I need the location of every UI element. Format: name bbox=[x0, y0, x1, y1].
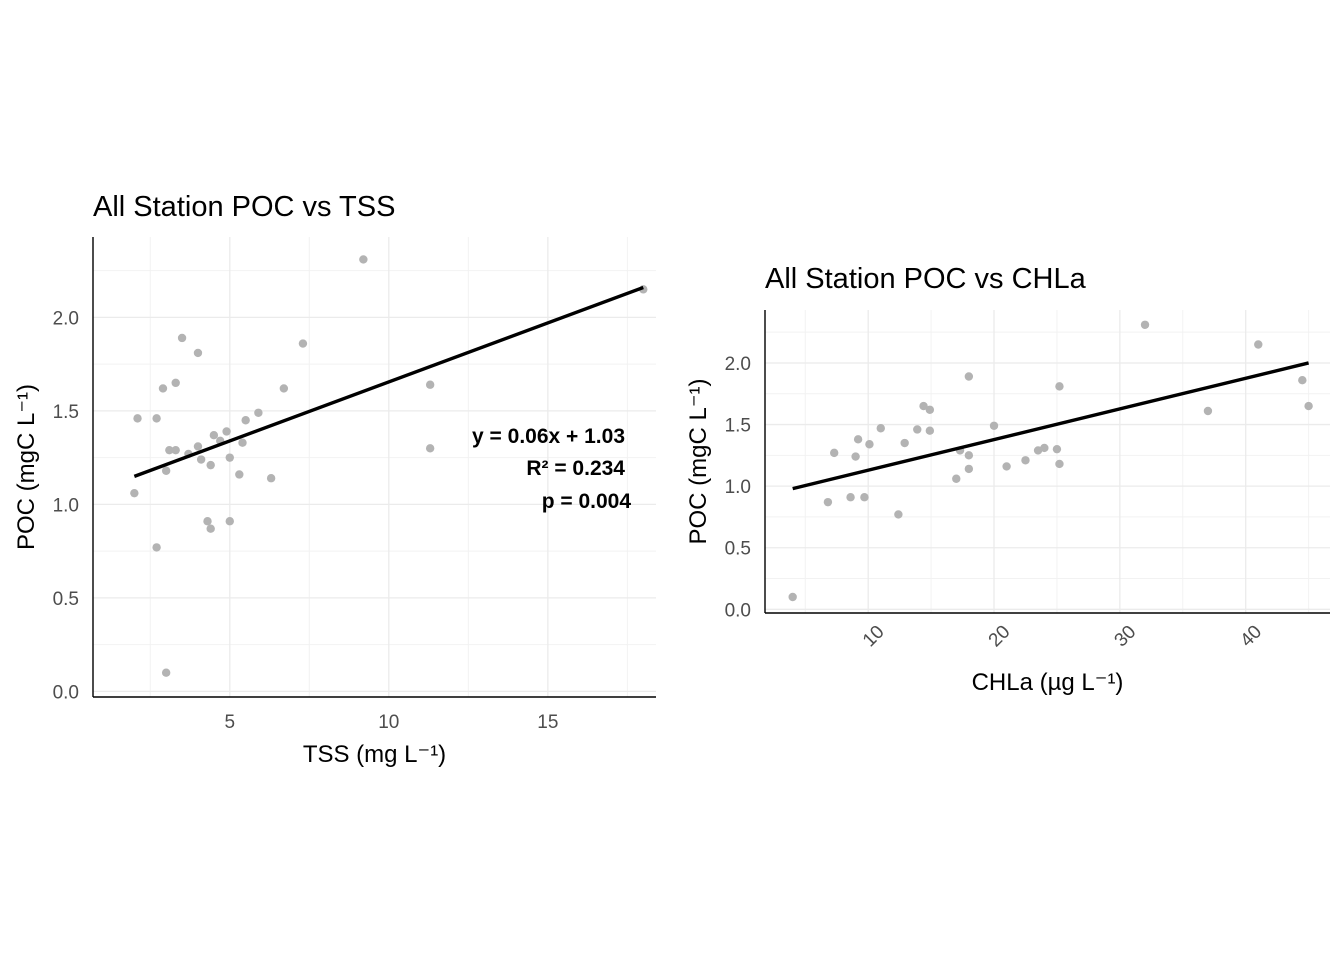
y-tick-label: 1.5 bbox=[725, 416, 751, 437]
data-point bbox=[298, 339, 308, 348]
data-point bbox=[853, 435, 863, 444]
y-axis-title: POC (mgC L⁻¹) bbox=[685, 378, 712, 544]
data-point bbox=[919, 401, 928, 411]
data-point bbox=[823, 497, 833, 507]
data-point bbox=[225, 517, 234, 526]
y-tick-label: 0.5 bbox=[53, 589, 79, 610]
data-point bbox=[177, 333, 187, 343]
data-point bbox=[851, 452, 860, 461]
data-point bbox=[1021, 456, 1030, 465]
data-point bbox=[425, 444, 435, 453]
data-point bbox=[952, 474, 961, 483]
data-point bbox=[788, 592, 797, 602]
regression-line bbox=[133, 285, 644, 478]
data-point bbox=[1298, 376, 1307, 385]
x-tick-label: 5 bbox=[224, 712, 235, 733]
chart-title: All Station POC vs TSS bbox=[93, 191, 395, 223]
x-tick-label: 10 bbox=[378, 712, 399, 733]
data-point bbox=[925, 426, 935, 435]
x-tick-label: 40 bbox=[1236, 622, 1266, 652]
data-point bbox=[165, 445, 174, 455]
data-point bbox=[1040, 443, 1049, 453]
y-tick-label: 1.5 bbox=[53, 402, 79, 423]
data-point bbox=[1002, 462, 1011, 471]
data-point bbox=[241, 416, 250, 425]
data-point bbox=[206, 524, 215, 533]
regression-line bbox=[792, 361, 1310, 491]
tss-panel: 0.0 0.5 1.0 1.5 2.0 5 10 15 TSS (mg L⁻¹) POC (mgC… bbox=[13, 191, 656, 768]
data-point bbox=[989, 421, 999, 430]
data-point bbox=[1033, 446, 1043, 455]
x-tick-label: 20 bbox=[985, 622, 1015, 652]
data-point bbox=[1203, 406, 1213, 416]
regression-annotation: y = 0.06x + 1.03 bbox=[472, 425, 625, 448]
data-point bbox=[425, 380, 435, 389]
data-point bbox=[1055, 382, 1064, 391]
data-point bbox=[222, 427, 231, 436]
chart-title: All Station POC vs CHLa bbox=[765, 263, 1087, 295]
data-point bbox=[254, 408, 263, 417]
data-point bbox=[193, 442, 203, 451]
data-point bbox=[266, 474, 276, 483]
data-point bbox=[964, 464, 974, 474]
data-point bbox=[152, 543, 161, 552]
x-tick-label: 10 bbox=[859, 622, 889, 652]
data-point bbox=[964, 451, 974, 460]
data-point bbox=[1304, 401, 1313, 411]
data-point bbox=[158, 384, 168, 393]
data-point bbox=[1055, 459, 1064, 469]
data-point bbox=[865, 440, 874, 449]
y-tick-label: 0.5 bbox=[725, 539, 751, 560]
data-point bbox=[133, 414, 142, 423]
data-point bbox=[235, 470, 244, 479]
regression-annotation: R² = 0.234 bbox=[526, 457, 625, 480]
data-point bbox=[964, 372, 974, 381]
data-point bbox=[830, 448, 839, 458]
y-tick-label: 0.0 bbox=[53, 682, 79, 703]
data-point bbox=[193, 348, 203, 358]
data-point bbox=[196, 455, 206, 464]
data-point bbox=[876, 424, 885, 433]
y-tick-label: 1.0 bbox=[725, 477, 751, 498]
regression-annotation: p = 0.004 bbox=[542, 490, 632, 513]
data-point bbox=[152, 414, 161, 423]
data-point bbox=[860, 493, 869, 502]
y-tick-label: 2.0 bbox=[53, 308, 79, 329]
x-axis-title: CHLa (µg L⁻¹) bbox=[972, 669, 1124, 696]
data-point bbox=[279, 384, 289, 393]
data-point bbox=[846, 493, 855, 502]
data-point bbox=[900, 438, 909, 448]
data-point bbox=[913, 425, 922, 434]
data-point bbox=[171, 378, 180, 388]
data-point bbox=[130, 488, 139, 498]
data-point bbox=[161, 668, 171, 677]
data-point bbox=[203, 517, 212, 526]
data-point bbox=[1052, 444, 1062, 454]
chla-panel: 0.0 0.5 1.0 1.5 2.0 10 20 30 40 CHLa (µg L⁻¹) POC … bbox=[685, 263, 1330, 696]
data-point bbox=[359, 255, 368, 264]
x-tick-label: 30 bbox=[1111, 622, 1141, 652]
data-point bbox=[1140, 320, 1150, 329]
y-axis-title: POC (mgC L⁻¹) bbox=[13, 384, 40, 550]
data-point bbox=[238, 438, 247, 447]
x-axis-title: TSS (mg L⁻¹) bbox=[303, 741, 446, 768]
data-point bbox=[894, 510, 903, 519]
y-tick-label: 1.0 bbox=[53, 495, 79, 516]
data-point bbox=[161, 466, 171, 475]
data-point bbox=[1254, 340, 1263, 349]
y-tick-label: 2.0 bbox=[725, 354, 751, 375]
data-point bbox=[209, 431, 219, 440]
y-tick-label: 0.0 bbox=[725, 600, 751, 621]
data-point bbox=[171, 445, 180, 455]
data-point bbox=[225, 453, 234, 462]
data-point bbox=[925, 405, 935, 414]
x-tick-label: 15 bbox=[537, 712, 558, 733]
data-point bbox=[206, 460, 215, 470]
